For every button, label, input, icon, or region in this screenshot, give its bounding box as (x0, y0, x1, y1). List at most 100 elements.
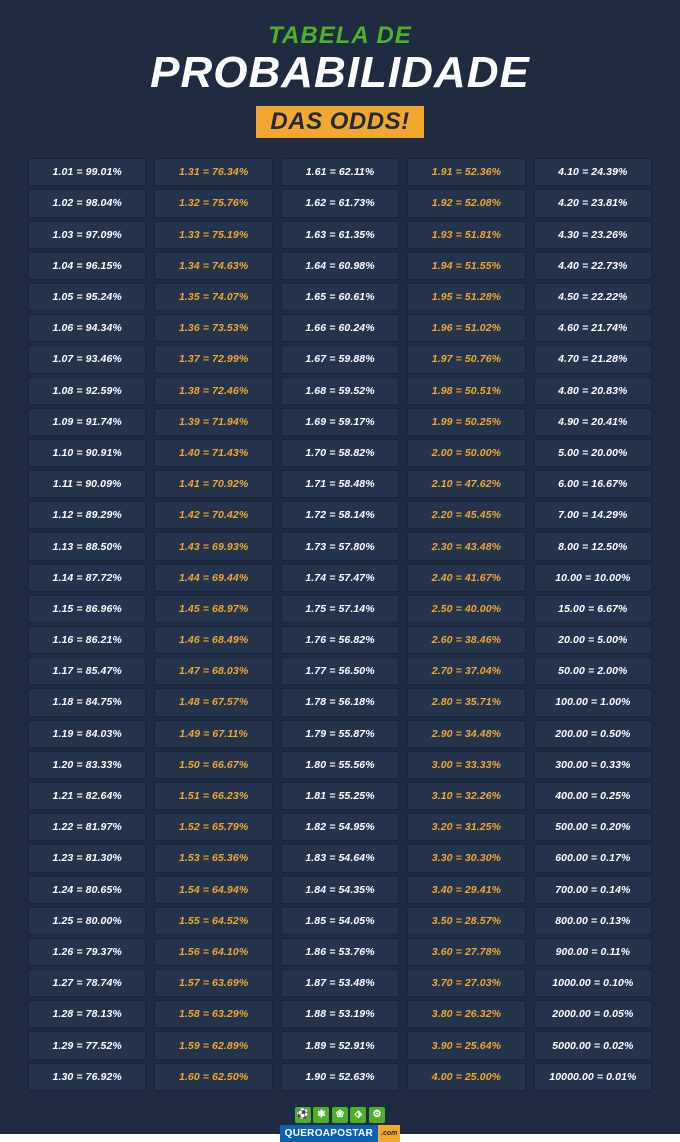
odds-cell: 3.90 = 25.64% (407, 1031, 525, 1059)
odds-cell: 1.41 = 70.92% (154, 470, 272, 498)
footer-sport-icon: ❀ (332, 1107, 348, 1123)
odds-cell: 3.60 = 27.78% (407, 938, 525, 966)
odds-column: 1.31 = 76.34%1.32 = 75.76%1.33 = 75.19%1… (154, 158, 272, 1091)
odds-cell: 1.36 = 73.53% (154, 314, 272, 342)
odds-cell: 1.49 = 67.11% (154, 720, 272, 748)
odds-cell: 4.10 = 24.39% (534, 158, 652, 186)
odds-cell: 1.24 = 80.65% (28, 876, 146, 904)
title-block: TABELA DE PROBABILIDADE DAS ODDS! (150, 24, 530, 138)
odds-cell: 5000.00 = 0.02% (534, 1031, 652, 1059)
odds-cell: 1.76 = 56.82% (281, 626, 399, 654)
odds-cell: 3.30 = 30.30% (407, 844, 525, 872)
footer-brand-name: QUEROAPOSTAR (280, 1125, 378, 1142)
odds-column: 1.01 = 99.01%1.02 = 98.04%1.03 = 97.09%1… (28, 158, 146, 1091)
odds-cell: 1.22 = 81.97% (28, 813, 146, 841)
odds-cell: 1.56 = 64.10% (154, 938, 272, 966)
odds-cell: 2.90 = 34.48% (407, 720, 525, 748)
odds-cell: 2.50 = 40.00% (407, 595, 525, 623)
odds-cell: 1.20 = 83.33% (28, 751, 146, 779)
odds-cell: 1.06 = 94.34% (28, 314, 146, 342)
odds-cell: 1.09 = 91.74% (28, 408, 146, 436)
odds-cell: 1.23 = 81.30% (28, 844, 146, 872)
odds-cell: 300.00 = 0.33% (534, 751, 652, 779)
odds-cell: 1.48 = 67.57% (154, 688, 272, 716)
odds-cell: 2.30 = 43.48% (407, 532, 525, 560)
odds-cell: 1.18 = 84.75% (28, 688, 146, 716)
odds-cell: 2.00 = 50.00% (407, 439, 525, 467)
odds-cell: 1.62 = 61.73% (281, 189, 399, 217)
odds-cell: 1.33 = 75.19% (154, 221, 272, 249)
odds-table-grid: 1.01 = 99.01%1.02 = 98.04%1.03 = 97.09%1… (28, 158, 652, 1091)
odds-cell: 1.39 = 71.94% (154, 408, 272, 436)
odds-cell: 1.50 = 66.67% (154, 751, 272, 779)
odds-cell: 1.66 = 60.24% (281, 314, 399, 342)
odds-cell: 4.50 = 22.22% (534, 283, 652, 311)
odds-cell: 1.64 = 60.98% (281, 252, 399, 280)
odds-cell: 1.15 = 86.96% (28, 595, 146, 623)
odds-cell: 4.30 = 23.26% (534, 221, 652, 249)
odds-cell: 1.38 = 72.46% (154, 377, 272, 405)
odds-cell: 1.17 = 85.47% (28, 657, 146, 685)
odds-cell: 1.29 = 77.52% (28, 1031, 146, 1059)
odds-cell: 1.03 = 97.09% (28, 221, 146, 249)
odds-cell: 1.71 = 58.48% (281, 470, 399, 498)
odds-cell: 1.44 = 69.44% (154, 564, 272, 592)
odds-cell: 800.00 = 0.13% (534, 907, 652, 935)
odds-cell: 1.65 = 60.61% (281, 283, 399, 311)
odds-column: 1.91 = 52.36%1.92 = 52.08%1.93 = 51.81%1… (407, 158, 525, 1091)
odds-cell: 1.86 = 53.76% (281, 938, 399, 966)
odds-cell: 1.14 = 87.72% (28, 564, 146, 592)
odds-cell: 1.52 = 65.79% (154, 813, 272, 841)
odds-cell: 1.21 = 82.64% (28, 782, 146, 810)
odds-cell: 1.89 = 52.91% (281, 1031, 399, 1059)
odds-cell: 1.51 = 66.23% (154, 782, 272, 810)
odds-cell: 3.70 = 27.03% (407, 969, 525, 997)
odds-cell: 4.80 = 20.83% (534, 377, 652, 405)
odds-cell: 1.82 = 54.95% (281, 813, 399, 841)
odds-cell: 1.16 = 86.21% (28, 626, 146, 654)
odds-cell: 1.40 = 71.43% (154, 439, 272, 467)
odds-cell: 1.60 = 62.50% (154, 1063, 272, 1091)
odds-probability-infographic: TABELA DE PROBABILIDADE DAS ODDS! 1.01 =… (0, 0, 680, 1134)
odds-cell: 1.04 = 96.15% (28, 252, 146, 280)
title-line1: TABELA DE (150, 24, 530, 48)
odds-column: 4.10 = 24.39%4.20 = 23.81%4.30 = 23.26%4… (534, 158, 652, 1091)
odds-cell: 1.69 = 59.17% (281, 408, 399, 436)
footer-brand: QUEROAPOSTAR .com (280, 1125, 401, 1142)
odds-cell: 1.73 = 57.80% (281, 532, 399, 560)
odds-cell: 1.08 = 92.59% (28, 377, 146, 405)
odds-cell: 1.35 = 74.07% (154, 283, 272, 311)
odds-cell: 1.75 = 57.14% (281, 595, 399, 623)
odds-cell: 4.00 = 25.00% (407, 1063, 525, 1091)
odds-cell: 3.00 = 33.33% (407, 751, 525, 779)
odds-cell: 1.91 = 52.36% (407, 158, 525, 186)
odds-cell: 50.00 = 2.00% (534, 657, 652, 685)
odds-cell: 1.31 = 76.34% (154, 158, 272, 186)
odds-cell: 2.20 = 45.45% (407, 501, 525, 529)
odds-cell: 1.11 = 90.09% (28, 470, 146, 498)
odds-cell: 4.70 = 21.28% (534, 345, 652, 373)
odds-cell: 1.12 = 89.29% (28, 501, 146, 529)
odds-cell: 700.00 = 0.14% (534, 876, 652, 904)
odds-cell: 2000.00 = 0.05% (534, 1000, 652, 1028)
odds-cell: 1.28 = 78.13% (28, 1000, 146, 1028)
odds-cell: 1.85 = 54.05% (281, 907, 399, 935)
odds-cell: 1.98 = 50.51% (407, 377, 525, 405)
odds-cell: 1.47 = 68.03% (154, 657, 272, 685)
odds-cell: 1.92 = 52.08% (407, 189, 525, 217)
odds-cell: 5.00 = 20.00% (534, 439, 652, 467)
odds-cell: 1.87 = 53.48% (281, 969, 399, 997)
odds-cell: 1.01 = 99.01% (28, 158, 146, 186)
odds-cell: 1.84 = 54.35% (281, 876, 399, 904)
odds-cell: 1.88 = 53.19% (281, 1000, 399, 1028)
odds-cell: 1.58 = 63.29% (154, 1000, 272, 1028)
odds-cell: 2.70 = 37.04% (407, 657, 525, 685)
odds-cell: 1.43 = 69.93% (154, 532, 272, 560)
odds-cell: 20.00 = 5.00% (534, 626, 652, 654)
odds-column: 1.61 = 62.11%1.62 = 61.73%1.63 = 61.35%1… (281, 158, 399, 1091)
odds-cell: 3.10 = 32.26% (407, 782, 525, 810)
odds-cell: 1.90 = 52.63% (281, 1063, 399, 1091)
odds-cell: 1.80 = 55.56% (281, 751, 399, 779)
footer-sport-icon: ✱ (313, 1107, 329, 1123)
footer-icon-row: ⚽✱❀⬗⚙ (295, 1107, 385, 1123)
